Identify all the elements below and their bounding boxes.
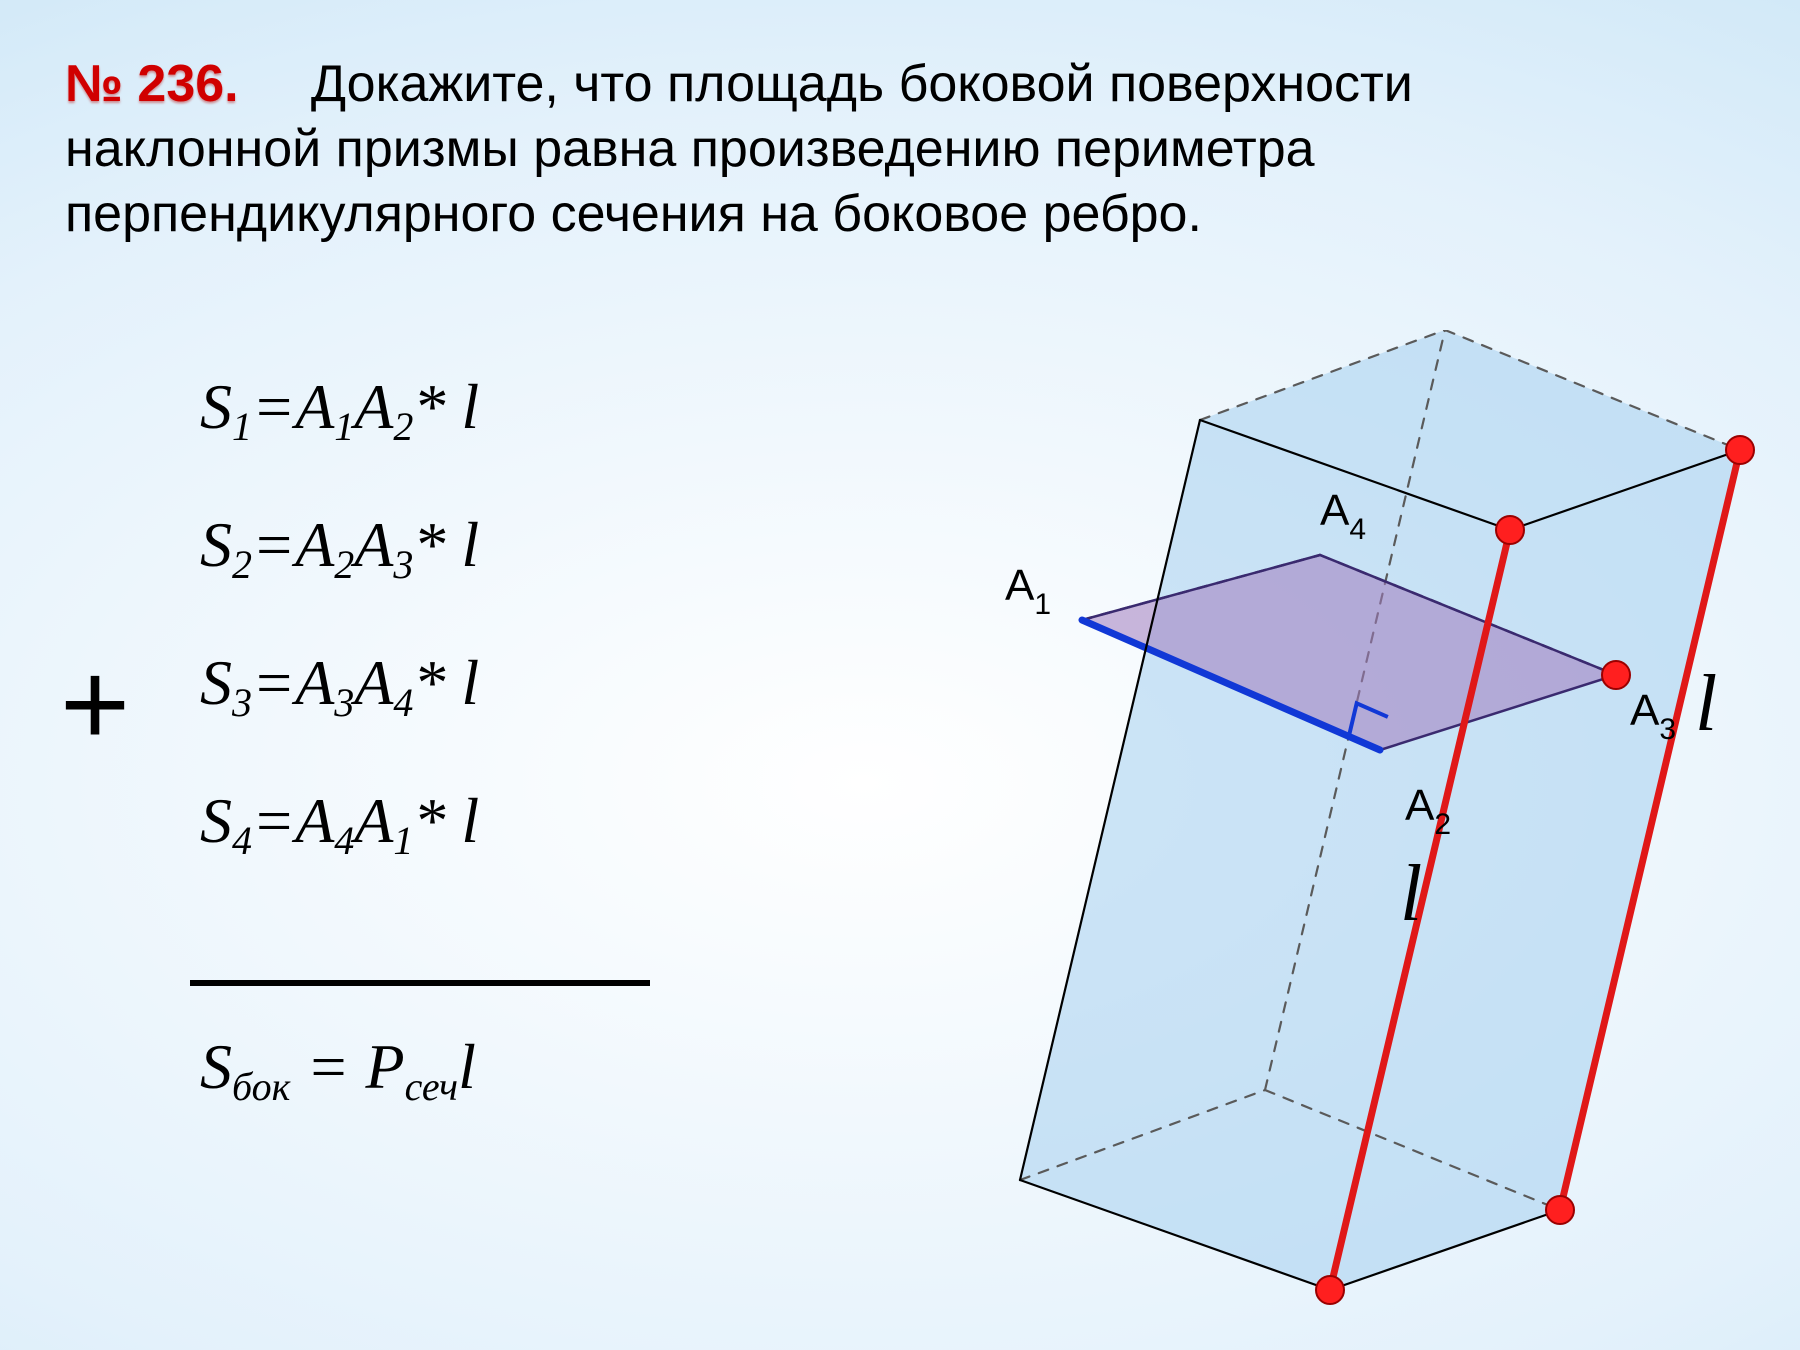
svg-text:l: l [1400,850,1422,938]
svg-text:A1: A1 [1005,561,1051,621]
plus-sign: + [60,635,130,773]
result-equation: Sбок = Pсечl [200,1030,476,1110]
svg-text:l: l [1695,660,1717,748]
prism-diagram: A1A2A3A4ll [900,330,1770,1330]
problem-text-1: Докажите, что площадь боковой поверхност… [311,55,1413,113]
eq-row-2: S2=A2A3* l [200,508,479,588]
problem-title-line3: перпендикулярного сечения на боковое реб… [65,185,1202,245]
equation-divider [190,980,650,986]
equation-block: S1=A1A2* l S2=A2A3* l S3=A3A4* l S4=A4A1… [200,370,479,864]
problem-number: № 236. [65,55,239,113]
eq-row-3: S3=A3A4* l [200,646,479,726]
problem-title-line2: наклонной призмы равна произведению пери… [65,120,1315,180]
eq-row-4: S4=A4A1* l [200,784,479,864]
eq-row-1: S1=A1A2* l [200,370,479,450]
problem-title-line1: № 236. Докажите, что площадь боковой пов… [65,55,1413,115]
